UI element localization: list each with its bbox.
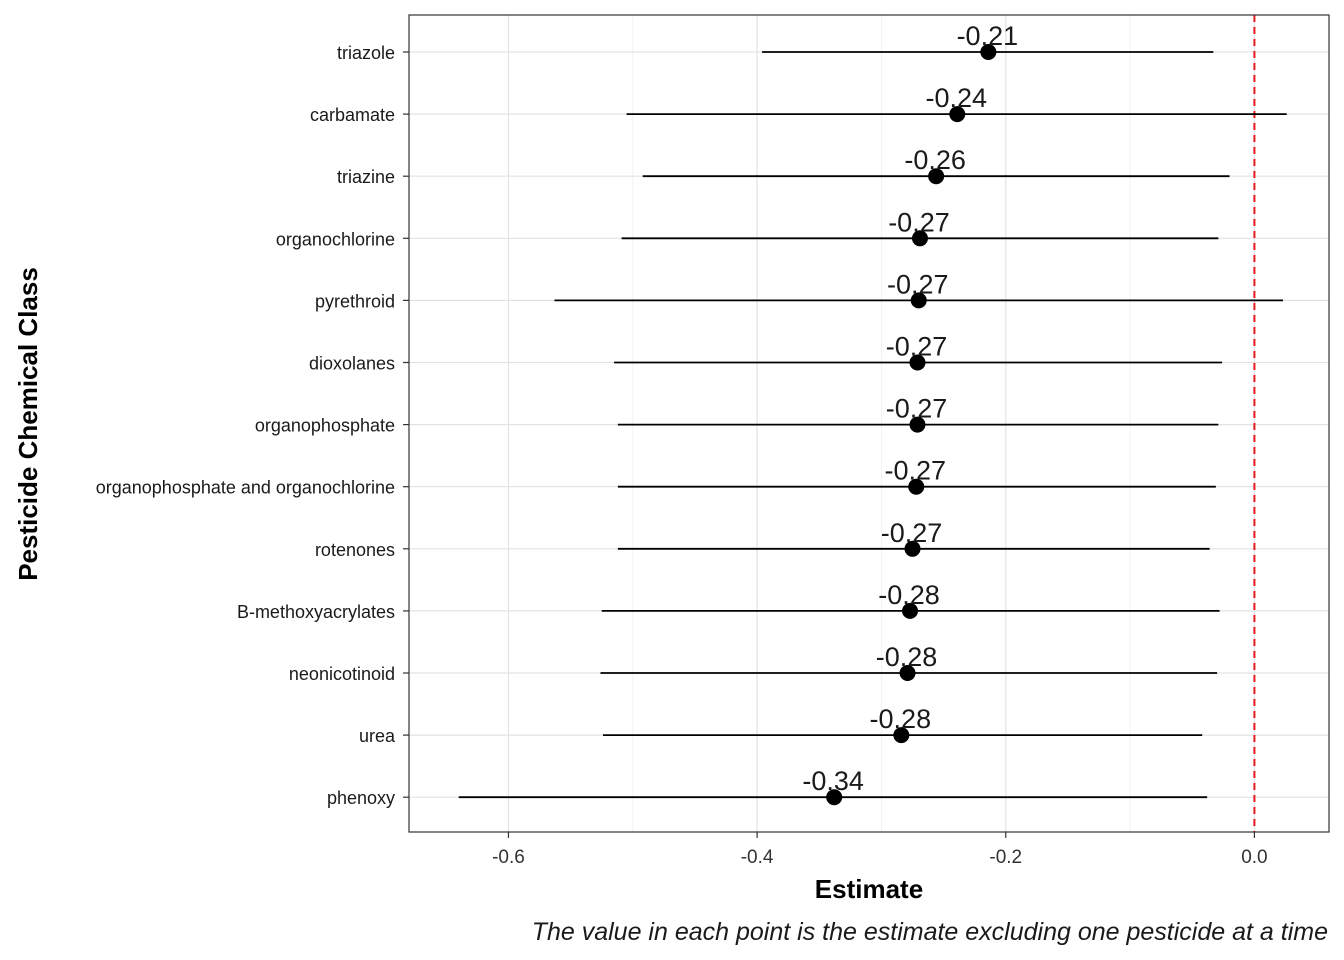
estimate-point bbox=[909, 416, 926, 433]
estimate-point bbox=[910, 292, 927, 309]
estimate-point bbox=[904, 540, 921, 557]
point-label: -0.28 bbox=[878, 580, 940, 610]
y-tick-label: organophosphate and organochlorine bbox=[96, 478, 395, 498]
point-label: -0.21 bbox=[957, 21, 1019, 51]
estimate-point bbox=[909, 354, 926, 371]
y-tick-label: triazole bbox=[337, 43, 395, 63]
estimate-point bbox=[826, 789, 843, 806]
y-tick-label: triazine bbox=[337, 167, 395, 187]
y-axis-title: Pesticide Chemical Class bbox=[13, 267, 43, 581]
estimate-point bbox=[980, 44, 997, 60]
caption: The value in each point is the estimate … bbox=[532, 918, 1328, 946]
y-tick-label: organophosphate bbox=[255, 416, 395, 436]
y-tick-label: organochlorine bbox=[276, 229, 395, 249]
point-label: -0.34 bbox=[802, 766, 864, 796]
estimate-point bbox=[911, 230, 928, 247]
estimate-point bbox=[899, 665, 916, 681]
y-tick-label: B-methoxyacrylates bbox=[237, 602, 395, 622]
y-tick-label: rotenones bbox=[315, 540, 395, 560]
point-label: -0.27 bbox=[884, 456, 946, 486]
y-tick-label: dioxolanes bbox=[309, 354, 395, 374]
x-tick-label: -0.2 bbox=[989, 847, 1022, 868]
x-axis-ticks: -0.6 -0.4 -0.2 0.0 bbox=[492, 832, 1268, 868]
y-tick-label: phenoxy bbox=[327, 788, 395, 808]
y-tick-label: carbamate bbox=[310, 105, 395, 125]
point-labels: -0.21 -0.24 -0.26 -0.27 -0.27 -0.27 -0.27 -0.27… bbox=[802, 21, 1018, 796]
x-axis-title: Estimate bbox=[815, 874, 923, 904]
point-label: -0.27 bbox=[886, 332, 948, 362]
estimate-point bbox=[928, 168, 945, 185]
y-tick-label: pyrethroid bbox=[315, 291, 395, 311]
point-label: -0.28 bbox=[870, 704, 932, 734]
point-label: -0.27 bbox=[886, 394, 948, 424]
x-tick-label: 0.0 bbox=[1241, 847, 1267, 868]
point-label: -0.26 bbox=[904, 145, 966, 175]
point-label: -0.27 bbox=[888, 207, 950, 237]
x-tick-label: -0.6 bbox=[492, 847, 525, 868]
estimate-point bbox=[893, 727, 910, 744]
y-axis-ticks: triazole carbamate triazine organochlorine p… bbox=[96, 43, 409, 808]
estimate-point bbox=[908, 478, 925, 495]
estimate-point bbox=[949, 106, 966, 123]
point-label: -0.24 bbox=[925, 83, 987, 113]
y-tick-label: neonicotinoid bbox=[289, 664, 395, 684]
x-tick-label: -0.4 bbox=[741, 847, 774, 868]
estimate-points bbox=[826, 44, 997, 806]
plot-background bbox=[409, 15, 1329, 832]
plot-border bbox=[408, 14, 1330, 833]
y-tick-label: urea bbox=[359, 726, 396, 746]
point-label: -0.27 bbox=[881, 518, 943, 548]
point-label: -0.27 bbox=[887, 269, 949, 299]
estimate-point bbox=[902, 602, 919, 619]
point-label: -0.28 bbox=[876, 642, 938, 672]
